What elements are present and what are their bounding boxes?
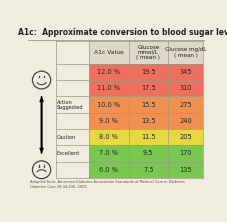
Text: 310: 310 xyxy=(179,85,192,91)
Text: 7.0 %: 7.0 % xyxy=(99,151,118,157)
Text: Adapted from: American Diabetes Association Standards of Medical Care in Diabete: Adapted from: American Diabetes Associat… xyxy=(30,180,185,188)
Bar xyxy=(56,145,89,162)
Text: A1c Value: A1c Value xyxy=(94,50,124,55)
Text: 8.0 %: 8.0 % xyxy=(99,134,118,140)
Text: 275: 275 xyxy=(179,101,192,107)
Text: 13.5: 13.5 xyxy=(141,118,156,124)
Text: 11.5: 11.5 xyxy=(141,134,156,140)
Bar xyxy=(56,41,203,64)
Text: A1c:  Approximate conversion to blood sugar levels: A1c: Approximate conversion to blood sug… xyxy=(18,28,227,37)
Text: 17.5: 17.5 xyxy=(141,85,156,91)
Bar xyxy=(56,80,89,96)
Text: Caution: Caution xyxy=(57,135,76,140)
Text: 19.5: 19.5 xyxy=(141,69,156,75)
Text: Excellent: Excellent xyxy=(57,151,80,156)
Text: Glucose
mmol/L
( mean ): Glucose mmol/L ( mean ) xyxy=(136,45,160,60)
Text: 9.5: 9.5 xyxy=(143,151,154,157)
Bar xyxy=(56,113,89,129)
Bar xyxy=(56,96,89,113)
Text: 10.0 %: 10.0 % xyxy=(97,101,120,107)
Bar xyxy=(89,113,203,129)
Bar xyxy=(56,129,89,145)
Bar xyxy=(56,41,89,64)
Bar xyxy=(89,64,203,80)
Bar xyxy=(89,162,203,178)
Text: 135: 135 xyxy=(179,167,192,173)
Text: Glucose mg/dL
( mean ): Glucose mg/dL ( mean ) xyxy=(165,47,206,58)
Text: 7.5: 7.5 xyxy=(143,167,154,173)
Text: 12.0 %: 12.0 % xyxy=(97,69,120,75)
Text: 205: 205 xyxy=(179,134,192,140)
Text: 240: 240 xyxy=(179,118,192,124)
Text: 15.5: 15.5 xyxy=(141,101,156,107)
Bar xyxy=(56,64,89,80)
Text: 9.0 %: 9.0 % xyxy=(99,118,118,124)
Text: 6.0 %: 6.0 % xyxy=(99,167,118,173)
Bar xyxy=(89,145,203,162)
Bar xyxy=(89,96,203,113)
Bar xyxy=(56,162,89,178)
Text: 345: 345 xyxy=(179,69,192,75)
Text: Action
Suggested: Action Suggested xyxy=(57,99,83,109)
Text: 170: 170 xyxy=(179,151,192,157)
Bar xyxy=(89,129,203,145)
Text: 11.0 %: 11.0 % xyxy=(97,85,120,91)
Bar xyxy=(89,80,203,96)
